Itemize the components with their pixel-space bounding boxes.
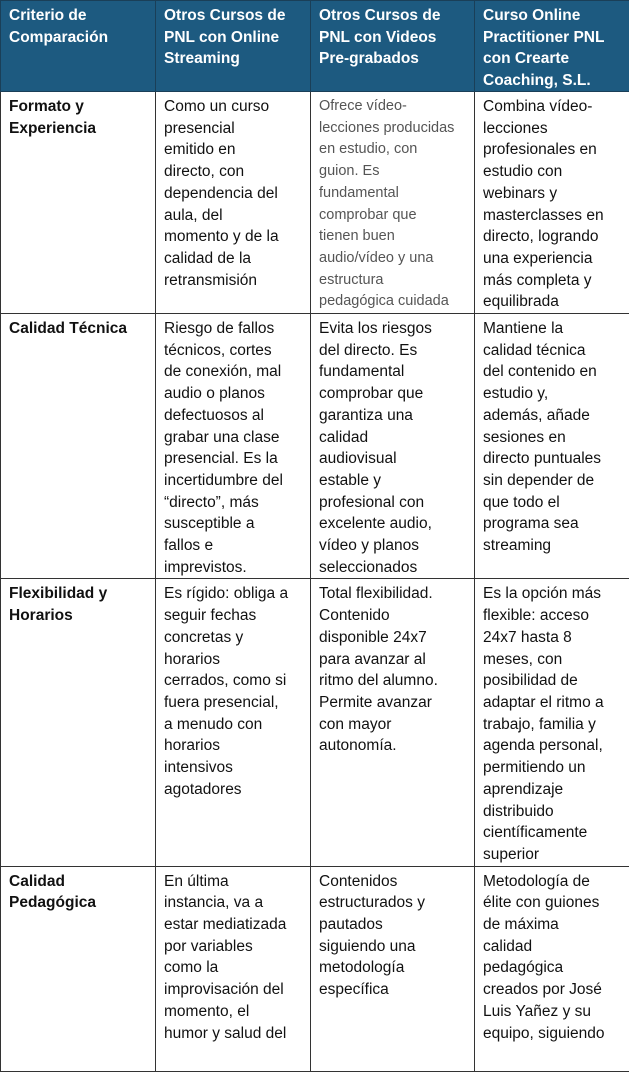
pregrabados-cell: Contenidos estructurados y pautados sigu… — [311, 866, 475, 1071]
criterion-cell: Flexibilidad y Horarios — [1, 579, 156, 866]
header-criterion: Criterio de Comparación — [1, 1, 156, 92]
streaming-cell: Como un curso presencial emitido en dire… — [156, 92, 311, 314]
crearte-cell: Metodología de élite con guiones de máxi… — [475, 866, 629, 1071]
table-row: Flexibilidad y Horarios Es rígido: oblig… — [1, 579, 629, 866]
table-row: Calidad Pedagógica En última instancia, … — [1, 866, 629, 1071]
header-crearte: Curso Online Practitioner PNL con Creart… — [475, 1, 629, 92]
streaming-cell: Riesgo de fallos técnicos, cortes de con… — [156, 314, 311, 579]
header-streaming: Otros Cursos de PNL con Online Streaming — [156, 1, 311, 92]
criterion-cell: Calidad Pedagógica — [1, 866, 156, 1071]
pregrabados-cell: Evita los riesgos del directo. Es fundam… — [311, 314, 475, 579]
table-row: Calidad Técnica Riesgo de fallos técnico… — [1, 314, 629, 579]
criterion-cell: Formato y Experiencia — [1, 92, 156, 314]
pregrabados-cell: Total flexibilidad. Contenido disponible… — [311, 579, 475, 866]
crearte-cell: Combina vídeo- lecciones profesionales e… — [475, 92, 629, 314]
crearte-cell: Es la opción más flexible: acceso 24x7 h… — [475, 579, 629, 866]
streaming-cell: Es rígido: obliga a seguir fechas concre… — [156, 579, 311, 866]
pregrabados-cell: Ofrece vídeo- lecciones producidas en es… — [311, 92, 475, 314]
header-row: Criterio de Comparación Otros Cursos de … — [1, 1, 629, 92]
header-pregrabados: Otros Cursos de PNL con Videos Pre-graba… — [311, 1, 475, 92]
table-row: Formato y Experiencia Como un curso pres… — [1, 92, 629, 314]
crearte-cell: Mantiene la calidad técnica del contenid… — [475, 314, 629, 579]
streaming-cell: En última instancia, va a estar mediatiz… — [156, 866, 311, 1071]
criterion-cell: Calidad Técnica — [1, 314, 156, 579]
